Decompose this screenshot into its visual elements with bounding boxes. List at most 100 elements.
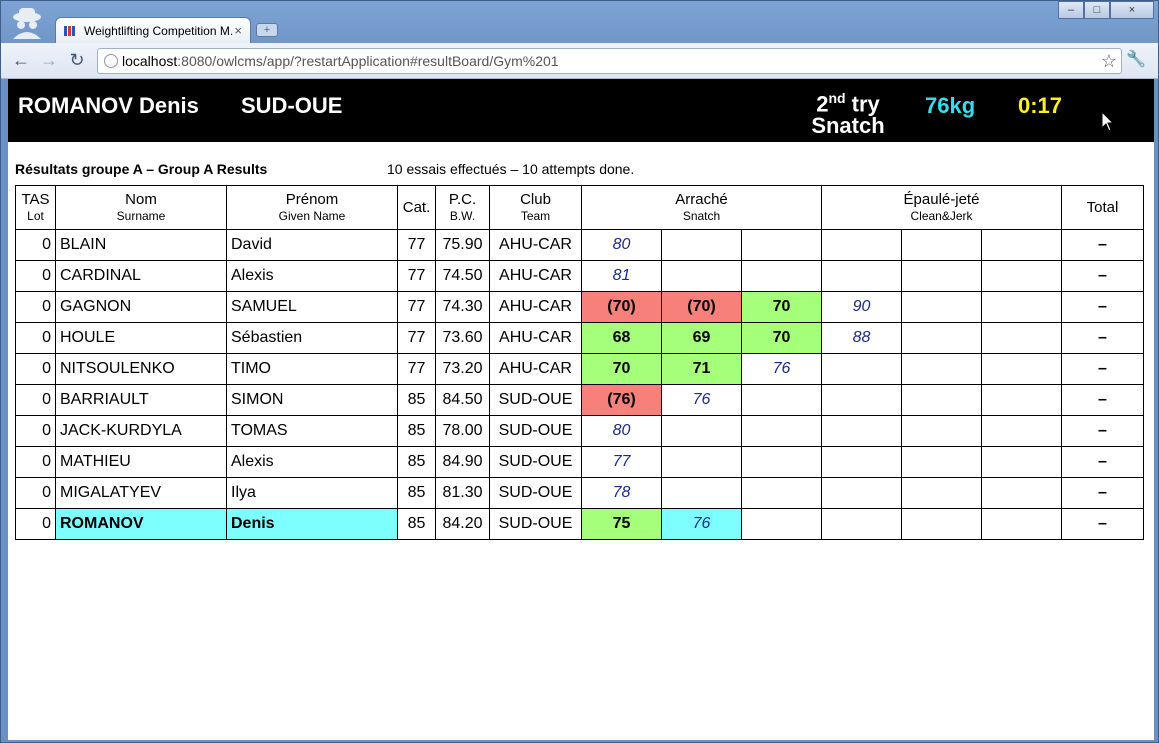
bodyweight-cell: 73.20 (435, 353, 490, 385)
col-lot: TAS Lot (15, 185, 56, 230)
snatch-attempt-cell: 70 (581, 353, 662, 385)
category-cell: 85 (397, 446, 436, 478)
club-cell: AHU-CAR (489, 291, 582, 323)
page-icon (104, 54, 118, 68)
snatch-attempt-cell (741, 508, 822, 540)
snatch-attempt-cell: (70) (661, 291, 742, 323)
requested-weight: 76kg (925, 93, 976, 118)
total-cell: – (1061, 477, 1144, 509)
tab-strip: Weightlifting Competition M... × + – □ × (1, 1, 1158, 43)
snatch-attempt-cell: 77 (581, 446, 662, 478)
table-row: 0 GAGNON SAMUEL 77 74.30 AHU-CAR (70) (70) 70 90– (15, 291, 1144, 323)
given-name-cell: Alexis (226, 260, 398, 292)
close-tab-icon[interactable]: × (234, 23, 242, 38)
total-cell: – (1061, 260, 1144, 292)
snatch-attempt-cell: (70) (581, 291, 662, 323)
forward-arrow-icon[interactable]: → (40, 50, 58, 70)
total-cell: – (1061, 384, 1144, 416)
tab-active[interactable]: Weightlifting Competition M... × (55, 17, 251, 43)
current-lifter-name: ROMANOV Denis (18, 93, 199, 118)
club-cell: AHU-CAR (489, 260, 582, 292)
club-cell: SUD-OUE (489, 508, 582, 540)
clean-jerk-attempt-cell (901, 353, 982, 385)
table-row: 0 ROMANOV Denis 85 84.20 SUD-OUE 75 76 – (15, 508, 1144, 540)
given-name-cell: TOMAS (226, 415, 398, 447)
clean-jerk-attempt-cell (901, 446, 982, 478)
table-row: 0 BARRIAULT SIMON 85 84.50 SUD-OUE (76) 76 – (15, 384, 1144, 416)
reload-icon[interactable]: ↻ (69, 50, 85, 70)
total-cell: – (1061, 322, 1144, 354)
col-snatch: Arraché Snatch (581, 185, 822, 230)
lot-cell: 0 (15, 477, 56, 509)
clean-jerk-attempt-cell: 90 (821, 291, 902, 323)
surname-cell: HOULE (55, 322, 227, 354)
club-cell: SUD-OUE (489, 415, 582, 447)
address-bar[interactable]: localhost:8080/owlcms/app/?restartApplic… (97, 48, 1122, 74)
surname-cell: ROMANOV (55, 508, 227, 540)
given-name-cell: Sébastien (226, 322, 398, 354)
category-cell: 85 (397, 477, 436, 509)
snatch-attempt-cell: 69 (661, 322, 742, 354)
lot-cell: 0 (15, 291, 56, 323)
try-suffix: nd (828, 90, 846, 106)
club-cell: AHU-CAR (489, 322, 582, 354)
url-path: :8080/owlcms/app/?restartApplication#res… (177, 53, 559, 69)
surname-cell: MIGALATYEV (55, 477, 227, 509)
snatch-attempt-cell (741, 260, 822, 292)
clean-jerk-attempt-cell (821, 508, 902, 540)
snatch-attempt-cell (661, 477, 742, 509)
clean-jerk-attempt-cell (901, 415, 982, 447)
new-tab-button[interactable]: + (256, 23, 278, 37)
close-window-button[interactable]: × (1110, 1, 1154, 19)
category-cell: 85 (397, 415, 436, 447)
bookmark-star-icon[interactable]: ☆ (1100, 51, 1117, 71)
bodyweight-cell: 75.90 (435, 229, 490, 261)
clean-jerk-attempt-cell (981, 322, 1062, 354)
bodyweight-cell: 74.50 (435, 260, 490, 292)
page-content: ROMANOV Denis SUD-OUE 2nd try Snatch 76k… (8, 79, 1154, 740)
back-arrow-icon[interactable]: ← (12, 50, 30, 70)
bodyweight-cell: 84.20 (435, 508, 490, 540)
clean-jerk-attempt-cell (901, 384, 982, 416)
snatch-attempt-cell (661, 415, 742, 447)
clean-jerk-attempt-cell (981, 384, 1062, 416)
col-category: Cat. (397, 185, 436, 230)
snatch-attempt-cell (741, 446, 822, 478)
surname-cell: BARRIAULT (55, 384, 227, 416)
clean-jerk-attempt-cell (901, 477, 982, 509)
clean-jerk-attempt-cell (821, 446, 902, 478)
results-table: TAS Lot Nom Surname Prénom Given Name Cat. … (15, 185, 1144, 540)
clean-jerk-attempt-cell (821, 353, 902, 385)
snatch-attempt-cell: (76) (581, 384, 662, 416)
bodyweight-cell: 73.60 (435, 322, 490, 354)
tab-title: Weightlifting Competition M... (84, 23, 234, 38)
club-cell: SUD-OUE (489, 446, 582, 478)
given-name-cell: Denis (226, 508, 398, 540)
lot-cell: 0 (15, 229, 56, 261)
given-name-cell: Ilya (226, 477, 398, 509)
snatch-attempt-cell (661, 260, 742, 292)
snatch-attempt-cell (741, 415, 822, 447)
minimize-button[interactable]: – (1058, 1, 1084, 19)
surname-cell: GAGNON (55, 291, 227, 323)
category-cell: 77 (397, 229, 436, 261)
browser-toolbar: ← → ↻ localhost:8080/owlcms/app/?restart… (1, 43, 1158, 79)
snatch-attempt-cell: 80 (581, 229, 662, 261)
window-controls: – □ × (1058, 1, 1154, 19)
clean-jerk-attempt-cell (981, 477, 1062, 509)
bodyweight-cell: 84.50 (435, 384, 490, 416)
clean-jerk-attempt-cell (981, 415, 1062, 447)
snatch-attempt-cell: 80 (581, 415, 662, 447)
clean-jerk-attempt-cell (981, 291, 1062, 323)
category-cell: 77 (397, 291, 436, 323)
col-total: Total (1061, 185, 1144, 230)
col-surname: Nom Surname (55, 185, 227, 230)
snatch-attempt-cell: 76 (661, 508, 742, 540)
timer-clock: 0:17 (1018, 93, 1063, 118)
maximize-button[interactable]: □ (1084, 1, 1110, 19)
category-cell: 77 (397, 322, 436, 354)
given-name-cell: SIMON (226, 384, 398, 416)
wrench-icon[interactable]: 🔧 (1126, 51, 1146, 68)
attempt-info: 2nd try Snatch (808, 87, 888, 137)
